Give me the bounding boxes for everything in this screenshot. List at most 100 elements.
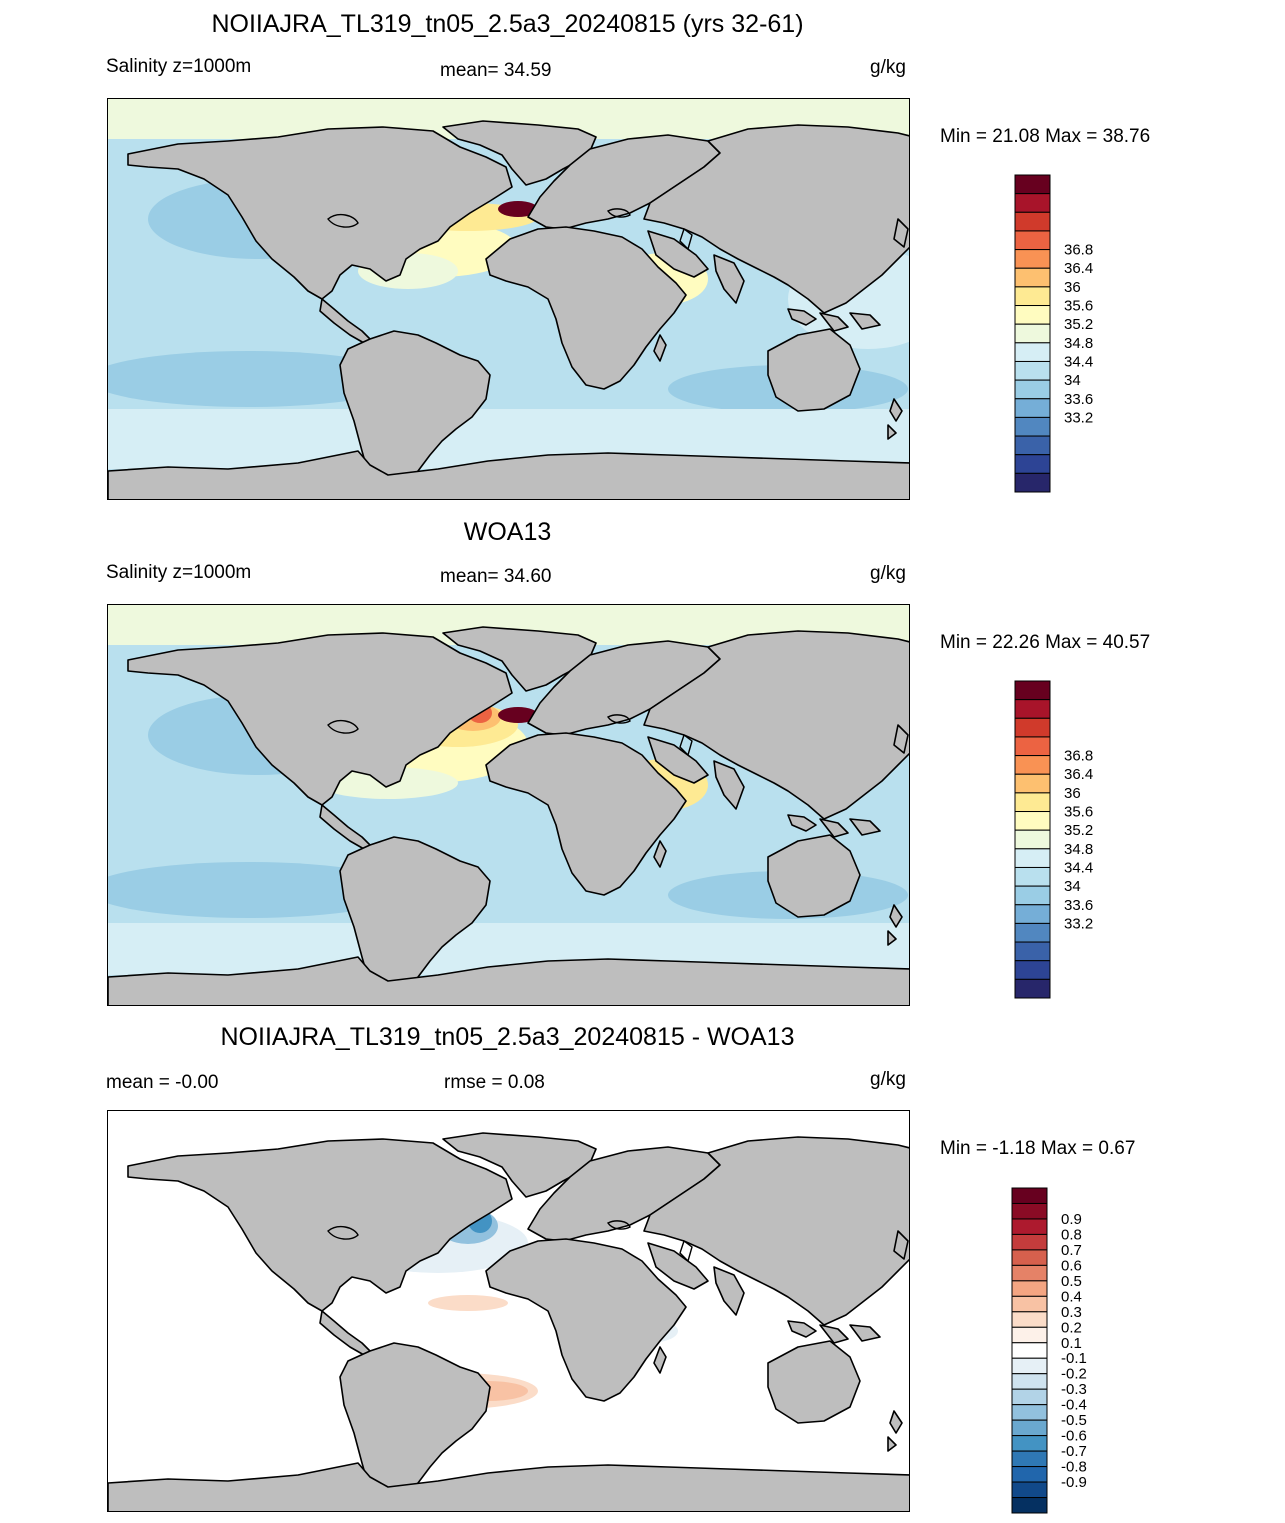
panel2-colorbar-swatch [1014,960,1051,980]
panel3-rmse-label: rmse = 0.08 [444,1072,545,1093]
panel2-colorbar-swatch [1014,829,1051,850]
panel1-minmax-label: Min = 21.08 Max = 38.76 [940,126,1151,147]
panel3-colorbar-swatch [1011,1280,1048,1297]
panel3-colorbar-swatch [1011,1202,1048,1220]
panel2-colorbar-swatch [1014,904,1051,924]
panel1-colorbar-tick-label: 36.4 [1064,260,1093,277]
panel3-minmax-label: Min = -1.18 Max = 0.67 [940,1138,1136,1159]
panel2-colorbar-svg: 36.836.4 36 35.635.2 34.834.4 34 33.633.2 [1014,680,1093,999]
panel3-colorbar-svg: 0.90.80.70.60.50.40.30.20.1-0.1-0.2-0.3-… [1011,1187,1087,1514]
panel3-colorbar-swatch [1011,1233,1048,1251]
panel2-colorbar-swatch [1014,699,1051,719]
panel1-colorbar-swatch [1014,323,1051,344]
panel3-colorbar-tick-label: -0.8 [1061,1459,1087,1476]
panel2-colorbar-swatch [1014,885,1051,906]
panel3-colorbar-swatch [1011,1388,1048,1406]
panel1-colorbar-swatch [1014,305,1051,325]
panel3-colorbar-tick-label: 0.2 [1061,1319,1082,1336]
panel3-colorbar-swatch [1011,1466,1048,1483]
panel2-map [107,604,910,1006]
panel3-colorbar-swatch [1011,1326,1048,1344]
panel2-colorbar-swatch [1014,978,1051,999]
panel2-mean-label: mean= 34.60 [440,566,552,587]
panel1-colorbar-svg: 36.836.4 36 35.635.2 34.834.4 34 33.633.2 [1014,174,1093,493]
panel3-colorbar-swatch [1011,1419,1048,1437]
panel1-colorbar-swatch [1014,286,1051,307]
panel2-colorbar-tick-label: 34.4 [1064,859,1093,876]
panel3-colorbar-tick-label: 0.5 [1061,1273,1082,1290]
panel3-colorbar-tick-label: -0.7 [1061,1443,1087,1460]
panel1-colorbar-swatch [1014,249,1051,269]
panel1-colorbar-tick-label: 34 [1064,372,1081,389]
panel2-colorbar-swatch [1014,866,1051,887]
panel3-colorbar-swatch [1011,1311,1048,1328]
panel1-mean-label: mean= 34.59 [440,60,552,81]
panel2-colorbar-swatch [1014,736,1051,757]
panel2-colorbar-swatch [1014,717,1051,738]
panel1-colorbar-tick-label: 34.4 [1064,353,1093,370]
panel3-colorbar-tick-label: -0.1 [1061,1350,1087,1367]
panel1-colorbar-tick-label: 33.2 [1064,409,1093,426]
panel3-colorbar-swatch [1011,1218,1048,1235]
panel3-map [107,1110,910,1512]
panel2-title: WOA13 [463,518,552,546]
panel1-colorbar-tick-label: 34.8 [1064,335,1093,352]
panel3-colorbar-swatch [1011,1481,1048,1499]
panel2-colorbar-swatch [1014,848,1051,868]
panel3-colorbar-swatch [1011,1264,1048,1282]
panel3-colorbar-swatch [1011,1404,1048,1421]
panel1-colorbar-tick-label: 36.8 [1064,242,1093,259]
panel3-colorbar-tick-label: -0.3 [1061,1381,1087,1398]
panel3-colorbar-tick-label: 0.9 [1061,1211,1082,1228]
panel3-colorbar-tick-label: 0.3 [1061,1304,1082,1321]
panel3-colorbar-swatch [1011,1373,1048,1390]
panel3-colorbar-tick-label: 0.6 [1061,1257,1082,1274]
panel1-colorbar-swatch [1014,398,1051,418]
panel3-colorbar-tick-label: 0.8 [1061,1226,1082,1243]
panel2-colorbar-tick-label: 33.6 [1064,897,1093,914]
panel1-colorbar-swatch [1014,416,1051,437]
panel1-colorbar-tick-label: 35.6 [1064,298,1093,315]
panel1-colorbar-swatch [1014,454,1051,474]
panel3-colorbar-swatch [1011,1497,1048,1514]
panel1-colorbar-swatch [1014,267,1051,288]
panel2-colorbar-swatch [1014,922,1051,943]
panel2-colorbar: 36.8 36.4 36 35.6 35.2 34.8 34.4 34 33.6 33.2 [1014,680,1135,1006]
panel3-colorbar-swatch [1011,1450,1048,1468]
panel1-colorbar-swatch [1014,472,1051,493]
panel3-colorbar-swatch [1011,1357,1048,1375]
panel1-colorbar-swatch [1014,435,1051,456]
panel1-colorbar-tick-label: 33.6 [1064,391,1093,408]
panel3-colorbar-tick-label: -0.6 [1061,1428,1087,1445]
panel3-colorbar-tick-label: 0.1 [1061,1335,1082,1352]
panel3-units-label: g/kg [870,1069,906,1090]
panel2-colorbar-swatch [1014,773,1051,794]
panel1-variable-label: Salinity z=1000m [106,56,252,77]
panel1-colorbar: 36.8 36.4 36 35.6 35.2 34.8 34.4 34 33.6 33.2 [1014,174,1135,500]
panel2-colorbar-tick-label: 33.2 [1064,915,1093,932]
panel1-title: NOIIAJRA_TL319_tn05_2.5a3_20240815 (yrs … [211,10,804,38]
panel1-colorbar-swatch [1014,193,1051,213]
panel1-map [107,98,910,500]
panel1-colorbar-swatch [1014,211,1051,232]
panel3-colorbar-tick-label: -0.5 [1061,1412,1087,1429]
panel2-colorbar-tick-label: 35.2 [1064,822,1093,839]
panel2-variable-label: Salinity z=1000m [106,562,252,583]
panel2-units-label: g/kg [870,563,906,584]
panel1-colorbar-swatch [1014,230,1051,251]
panel1-units-label: g/kg [870,57,906,78]
panel3-colorbar-swatch [1011,1435,1048,1452]
panel1-colorbar-tick-label: 35.2 [1064,316,1093,333]
panel3-colorbar-swatch [1011,1342,1048,1359]
panel3-mean-label: mean = -0.00 [106,1072,219,1093]
panel2-colorbar-tick-label: 34 [1064,878,1081,895]
panel3-colorbar-swatch [1011,1295,1048,1313]
panel3-colorbar-tick-label: -0.4 [1061,1397,1087,1414]
panel3-colorbar-swatch [1011,1249,1048,1266]
panel2-colorbar-tick-label: 36.8 [1064,748,1093,765]
panel1-colorbar-swatch [1014,360,1051,381]
panel3-colorbar-tick-label: -0.2 [1061,1366,1087,1383]
panel2-colorbar-swatch [1014,811,1051,831]
panel2-map-svg [108,605,909,1005]
panel3-colorbar-tick-label: 0.4 [1061,1288,1082,1305]
